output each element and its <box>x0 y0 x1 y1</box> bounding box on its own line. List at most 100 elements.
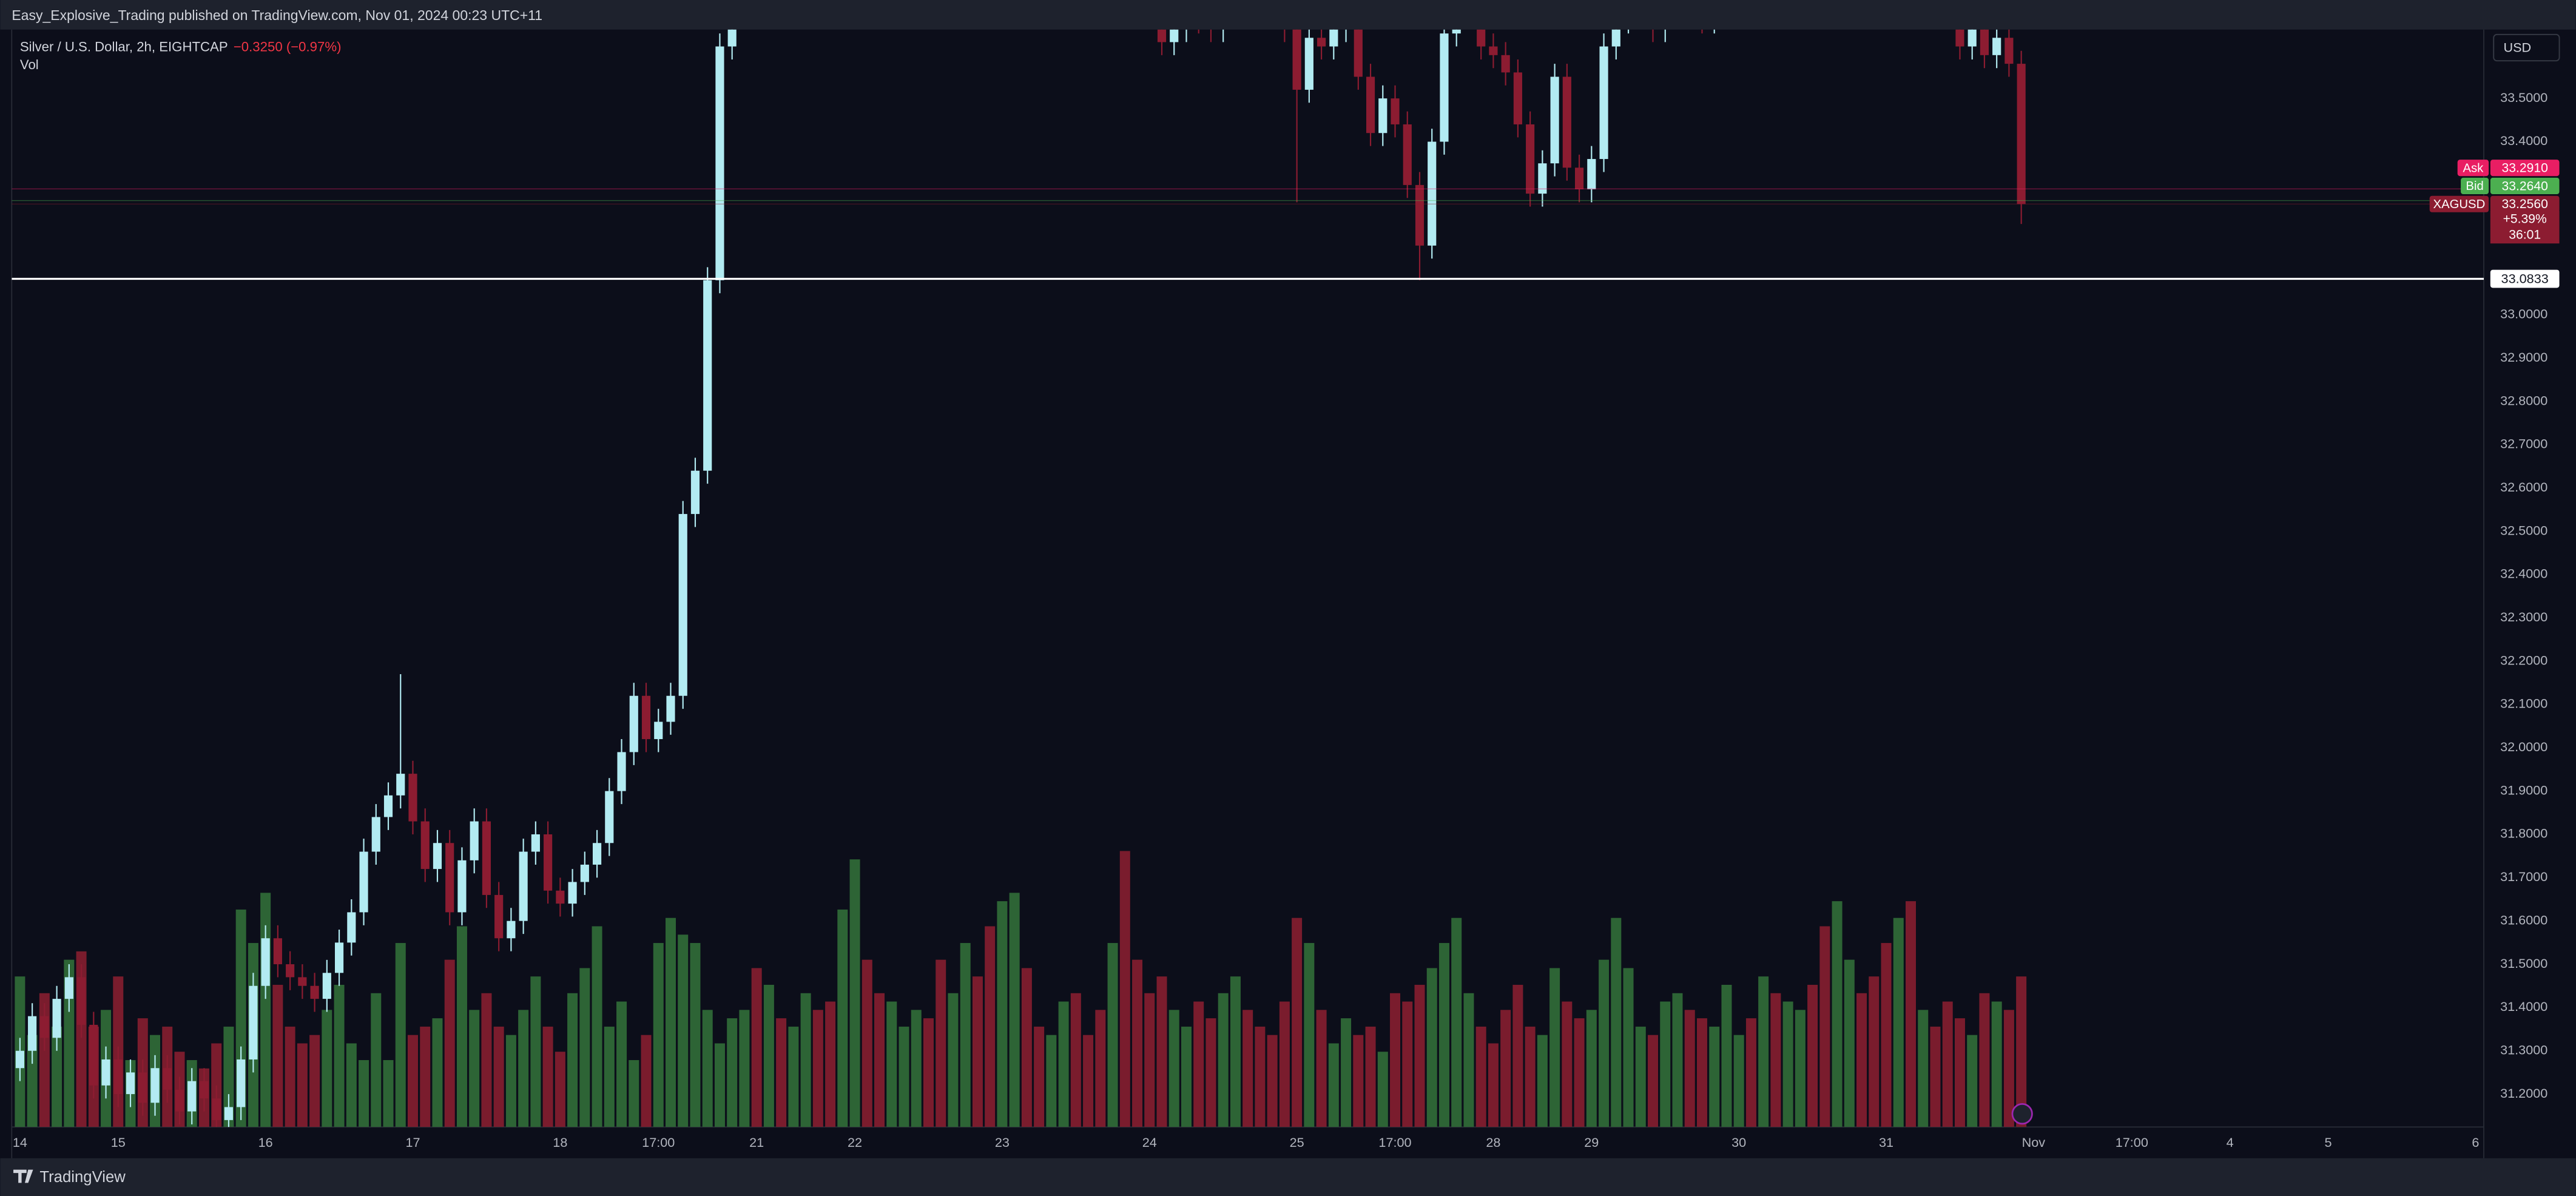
candle-body <box>126 1072 135 1095</box>
volume-bar <box>1574 1018 1585 1127</box>
candle-body <box>64 977 73 999</box>
volume-bar <box>776 1018 787 1127</box>
volume-bar <box>1672 993 1683 1127</box>
x-tick-label: 15 <box>111 1135 126 1150</box>
volume-bar <box>1279 1001 1290 1127</box>
volume-bar <box>64 959 75 1127</box>
volume-bar <box>1844 959 1855 1127</box>
volume-bar <box>837 909 848 1127</box>
volume-bar <box>1906 901 1917 1127</box>
bid-name-badge <box>2461 177 2489 195</box>
candle-body <box>1415 184 1425 246</box>
y-tick-label: 33.4000 <box>2500 133 2547 148</box>
volume-bar <box>1230 976 1241 1127</box>
volume-bar <box>592 926 602 1127</box>
volume-bar <box>641 1035 652 1127</box>
x-tick-label: 17:00 <box>642 1135 675 1150</box>
volume-bar <box>1267 1035 1278 1127</box>
candle-body <box>580 864 589 882</box>
volume-bar <box>1758 976 1769 1127</box>
volume-bar <box>1795 1010 1806 1127</box>
volume-bar <box>1451 917 1462 1127</box>
volume-bar <box>911 1010 922 1127</box>
volume-bar <box>1660 1001 1671 1127</box>
y-tick-label: 32.0000 <box>2500 739 2547 754</box>
candle-body <box>371 817 380 852</box>
volume-bar <box>371 993 382 1127</box>
candle-body <box>28 1016 37 1051</box>
candle-body <box>347 912 356 943</box>
candle-body <box>1477 29 1486 47</box>
volume-bar <box>1414 984 1425 1127</box>
volume-bar <box>1390 993 1401 1127</box>
volume-bar <box>493 1026 504 1127</box>
bottom-bar <box>0 1158 2576 1196</box>
volume-bar <box>1954 1018 1965 1127</box>
candle-body <box>445 843 454 913</box>
y-tick-label: 32.8000 <box>2500 393 2547 408</box>
candle-body <box>629 695 638 752</box>
y-tick-label: 32.3000 <box>2500 609 2547 624</box>
event-icon[interactable] <box>2011 1103 2033 1125</box>
volume-bar <box>727 1018 738 1127</box>
currency-label[interactable]: USD <box>2503 40 2531 55</box>
volume-bar <box>616 1001 627 1127</box>
volume-bar <box>1341 1018 1352 1127</box>
y-tick-label: 31.9000 <box>2500 782 2547 797</box>
candle-body <box>1157 29 1167 42</box>
y-tick-label: 32.7000 <box>2500 436 2547 451</box>
volume-bar <box>1193 1001 1204 1127</box>
volume-bar <box>1599 959 1610 1127</box>
candle-body <box>1967 29 1977 47</box>
candle-body <box>187 1081 197 1112</box>
x-tick-label: Nov <box>2022 1135 2046 1150</box>
candle-body <box>334 942 344 973</box>
volume-bar <box>408 1035 419 1127</box>
volume-bar <box>825 1001 836 1127</box>
volume-bar <box>665 917 676 1127</box>
candle-body <box>15 1050 24 1069</box>
candle-body <box>1955 29 1964 47</box>
candle-body <box>163 1068 172 1090</box>
candle-body <box>249 985 258 1059</box>
volume-bar <box>985 926 996 1127</box>
candle-body <box>359 851 368 913</box>
volume-bar <box>1745 1018 1756 1127</box>
volume-bar <box>948 993 959 1127</box>
volume-bar <box>1070 993 1081 1127</box>
volume-bar <box>604 1026 615 1127</box>
candle-body <box>261 938 270 986</box>
candle-body <box>1366 76 1375 133</box>
volume-bar <box>1991 1001 2002 1127</box>
volume-bar <box>1181 1026 1192 1127</box>
published-line: Easy_Explosive_Trading published on Trad… <box>12 7 542 23</box>
volume-bar <box>1549 968 1560 1127</box>
volume-bar <box>714 1043 725 1127</box>
currency-button[interactable] <box>2493 33 2560 62</box>
y-tick-label: 32.2000 <box>2500 652 2547 667</box>
candle-body <box>1538 163 1547 194</box>
volume-bar <box>1377 1052 1388 1127</box>
volume-bar <box>1562 1001 1573 1127</box>
volume-bar <box>653 943 664 1127</box>
candle-body <box>408 774 417 822</box>
last-change: +5.39% <box>2503 212 2547 226</box>
candle-body <box>494 894 504 939</box>
volume-bar <box>432 1018 443 1127</box>
x-tick-label: 25 <box>1290 1135 1304 1150</box>
volume-bar <box>1525 1026 1536 1127</box>
horizontal-line-badge <box>2490 269 2560 288</box>
y-tick-label: 31.6000 <box>2500 912 2547 927</box>
volume-bar <box>1365 1026 1376 1127</box>
volume-bar <box>1819 926 1830 1127</box>
volume-bar <box>1046 1035 1057 1127</box>
volume-bar <box>763 984 774 1127</box>
candle-body <box>396 774 405 796</box>
volume-bar <box>359 1060 369 1127</box>
bid-price-badge <box>2490 177 2560 195</box>
candle-body <box>273 938 282 965</box>
volume-bar <box>555 1052 565 1127</box>
candle-body <box>457 860 467 913</box>
volume-bar <box>1770 993 1781 1127</box>
